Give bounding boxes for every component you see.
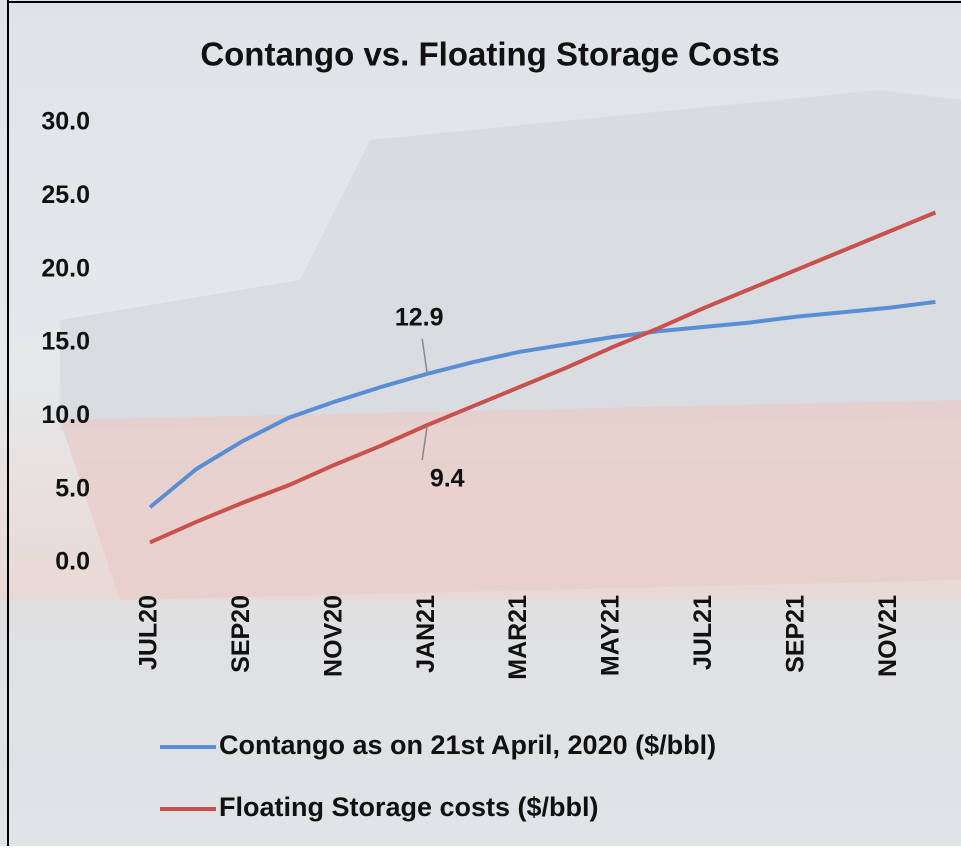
x-tick-label: JUL21 <box>689 595 717 670</box>
x-tick-label: JAN21 <box>412 595 440 673</box>
x-tick-label: SEP20 <box>227 595 255 673</box>
y-tick-label: 5.0 <box>55 474 90 502</box>
y-tick-label: 0.0 <box>55 548 90 576</box>
ship-bottom <box>60 400 961 600</box>
x-tick-label: NOV20 <box>319 595 347 677</box>
y-tick-label: 30.0 <box>41 108 90 136</box>
y-tick-label: 15.0 <box>41 328 90 356</box>
legend-label: Contango as on 21st April, 2020 ($/bbl) <box>219 730 716 760</box>
x-tick-label: MAR21 <box>504 595 532 680</box>
y-tick-label: 10.0 <box>41 401 90 429</box>
chart: Contango vs. Floating Storage Costs 0.0 5… <box>0 0 961 846</box>
x-tick-label: SEP21 <box>781 595 809 673</box>
y-tick-label: 20.0 <box>41 254 90 282</box>
x-tick-label: NOV21 <box>874 595 902 677</box>
chart-title: Contango vs. Floating Storage Costs <box>200 36 779 73</box>
data-label: 12.9 <box>395 303 444 331</box>
data-label: 9.4 <box>430 465 465 493</box>
legend-label: Floating Storage costs ($/bbl) <box>219 792 599 822</box>
x-tick-label: MAY21 <box>597 595 625 676</box>
x-tick-label: JUL20 <box>135 595 163 670</box>
y-tick-label: 25.0 <box>41 181 90 209</box>
page: Contango vs. Floating Storage Costs 0.0 5… <box>0 0 961 846</box>
